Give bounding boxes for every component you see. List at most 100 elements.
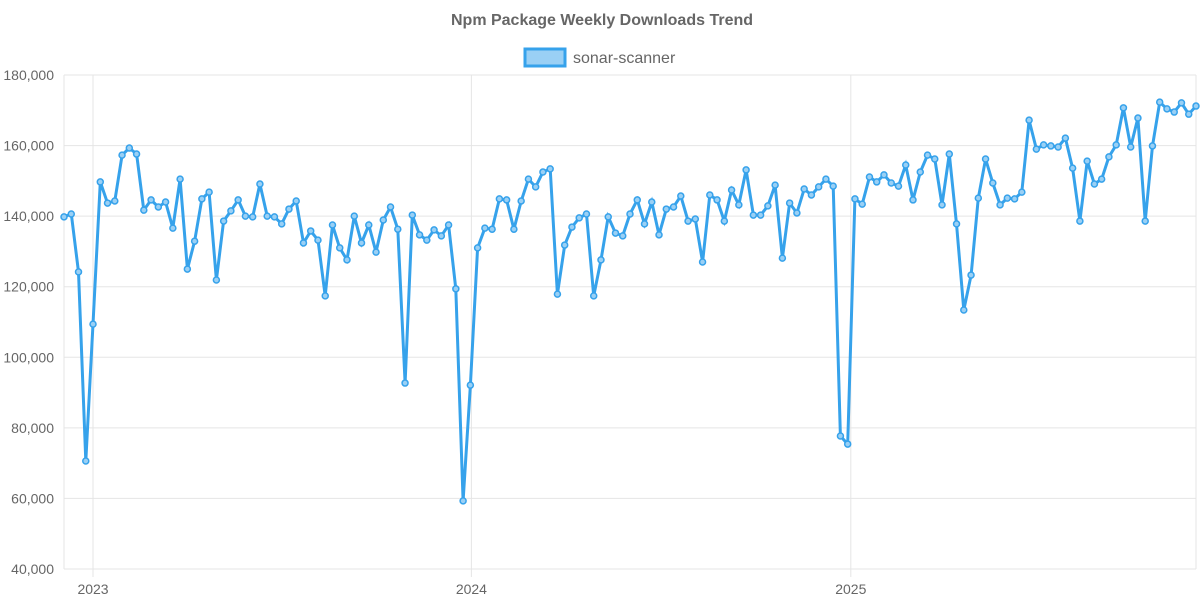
data-point[interactable] bbox=[212, 276, 221, 284]
data-point[interactable] bbox=[909, 196, 917, 204]
data-point[interactable] bbox=[285, 205, 293, 213]
data-point[interactable] bbox=[698, 258, 707, 266]
data-point[interactable] bbox=[343, 256, 351, 264]
data-point[interactable] bbox=[205, 188, 213, 196]
data-point[interactable] bbox=[401, 379, 409, 387]
data-point[interactable] bbox=[154, 203, 163, 211]
data-point[interactable] bbox=[328, 221, 337, 229]
data-point[interactable] bbox=[691, 215, 700, 223]
data-point[interactable] bbox=[1148, 142, 1157, 150]
data-point[interactable] bbox=[945, 150, 954, 158]
data-point[interactable] bbox=[749, 211, 758, 219]
data-point[interactable] bbox=[648, 198, 656, 206]
data-point[interactable] bbox=[727, 186, 736, 194]
data-point[interactable] bbox=[851, 195, 859, 203]
data-point[interactable] bbox=[350, 212, 359, 220]
data-point[interactable] bbox=[582, 210, 591, 218]
data-point[interactable] bbox=[843, 440, 852, 448]
data-point[interactable] bbox=[938, 201, 946, 209]
data-point[interactable] bbox=[931, 155, 939, 163]
data-point[interactable] bbox=[248, 213, 257, 221]
data-point[interactable] bbox=[706, 191, 714, 199]
data-point[interactable] bbox=[1025, 116, 1033, 124]
data-point[interactable] bbox=[502, 196, 511, 204]
data-point[interactable] bbox=[481, 224, 489, 232]
data-point[interactable] bbox=[1184, 110, 1193, 118]
data-point[interactable] bbox=[125, 144, 134, 152]
data-point[interactable] bbox=[793, 209, 801, 217]
data-point[interactable] bbox=[444, 221, 453, 229]
data-point[interactable] bbox=[234, 196, 242, 204]
data-point[interactable] bbox=[894, 182, 903, 190]
data-point[interactable] bbox=[829, 182, 837, 190]
data-point[interactable] bbox=[974, 194, 983, 202]
data-point[interactable] bbox=[1170, 108, 1178, 116]
data-point[interactable] bbox=[756, 211, 765, 219]
data-point[interactable] bbox=[1192, 102, 1200, 110]
data-point[interactable] bbox=[575, 214, 583, 222]
data-point[interactable] bbox=[423, 236, 431, 244]
data-point[interactable] bbox=[981, 155, 990, 163]
data-point[interactable] bbox=[372, 248, 380, 256]
data-point[interactable] bbox=[1076, 217, 1084, 225]
data-point[interactable] bbox=[1010, 195, 1019, 203]
data-point[interactable] bbox=[887, 179, 895, 187]
data-point[interactable] bbox=[836, 432, 845, 440]
data-point[interactable] bbox=[800, 185, 808, 193]
data-point[interactable] bbox=[335, 244, 344, 252]
data-point[interactable] bbox=[466, 381, 475, 389]
data-point[interactable] bbox=[872, 178, 881, 186]
data-point[interactable] bbox=[459, 497, 467, 505]
data-point[interactable] bbox=[764, 202, 772, 210]
data-point[interactable] bbox=[89, 320, 97, 328]
data-point[interactable] bbox=[858, 200, 866, 208]
data-point[interactable] bbox=[118, 151, 126, 159]
data-point[interactable] bbox=[437, 232, 446, 240]
data-point[interactable] bbox=[814, 183, 823, 191]
data-point[interactable] bbox=[219, 217, 228, 225]
data-point[interactable] bbox=[1177, 99, 1186, 107]
data-point[interactable] bbox=[677, 192, 685, 200]
data-point[interactable] bbox=[1039, 141, 1048, 149]
data-point[interactable] bbox=[684, 217, 692, 225]
data-point[interactable] bbox=[430, 226, 438, 234]
data-point[interactable] bbox=[865, 173, 874, 181]
data-point[interactable] bbox=[1068, 164, 1077, 172]
data-point[interactable] bbox=[1090, 180, 1099, 188]
data-point[interactable] bbox=[1112, 141, 1120, 149]
data-point[interactable] bbox=[408, 211, 417, 219]
data-point[interactable] bbox=[771, 181, 779, 189]
data-point[interactable] bbox=[82, 457, 90, 465]
data-point[interactable] bbox=[1105, 153, 1113, 161]
data-point[interactable] bbox=[140, 206, 148, 214]
data-point[interactable] bbox=[626, 210, 634, 218]
data-point[interactable] bbox=[183, 265, 192, 273]
data-point[interactable] bbox=[60, 213, 68, 221]
data-point[interactable] bbox=[1047, 142, 1055, 150]
data-point[interactable] bbox=[611, 229, 620, 237]
data-point[interactable] bbox=[132, 150, 141, 158]
data-point[interactable] bbox=[241, 212, 250, 220]
data-point[interactable] bbox=[546, 165, 554, 173]
data-point[interactable] bbox=[597, 256, 605, 264]
data-point[interactable] bbox=[560, 241, 569, 249]
data-point[interactable] bbox=[539, 168, 547, 176]
data-point[interactable] bbox=[198, 195, 206, 203]
data-point[interactable] bbox=[568, 223, 576, 231]
data-point[interactable] bbox=[822, 175, 830, 183]
data-point[interactable] bbox=[510, 225, 518, 233]
data-point[interactable] bbox=[1141, 217, 1149, 225]
data-point[interactable] bbox=[1126, 143, 1135, 151]
data-point[interactable] bbox=[495, 195, 504, 203]
data-point[interactable] bbox=[379, 216, 388, 224]
legend[interactable]: sonar-scanner bbox=[523, 47, 676, 68]
data-point[interactable] bbox=[967, 271, 975, 279]
data-point[interactable] bbox=[394, 225, 402, 233]
data-point[interactable] bbox=[256, 180, 264, 188]
data-point[interactable] bbox=[321, 292, 329, 300]
data-point[interactable] bbox=[1155, 98, 1164, 106]
data-point[interactable] bbox=[1003, 194, 1012, 202]
data-point[interactable] bbox=[589, 292, 598, 300]
data-point[interactable] bbox=[517, 197, 525, 205]
data-point[interactable] bbox=[1083, 157, 1091, 165]
